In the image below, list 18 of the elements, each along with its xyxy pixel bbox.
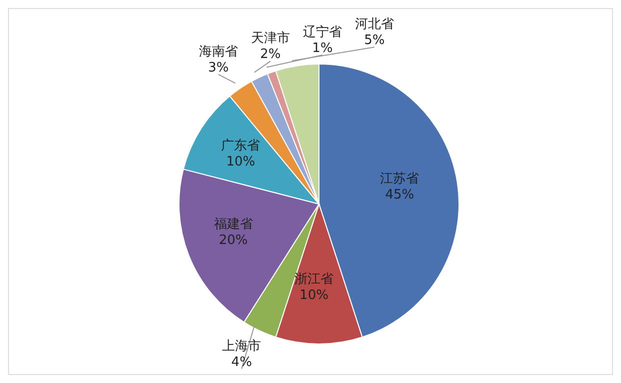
data-label: 10% bbox=[300, 288, 328, 303]
data-label: 5% bbox=[364, 33, 385, 48]
data-label: 20% bbox=[218, 232, 248, 248]
slice-label: 辽宁省 bbox=[302, 24, 342, 40]
slice-label: 上海市 bbox=[222, 338, 262, 354]
data-label: 10% bbox=[226, 154, 256, 170]
slice-label: 海南省 bbox=[198, 44, 238, 60]
slice-label: 浙江省 bbox=[294, 272, 334, 287]
slice-label: 天津市 bbox=[250, 31, 290, 46]
slice-label: 广东省 bbox=[221, 138, 260, 154]
data-label: 2% bbox=[260, 47, 281, 62]
data-label: 45% bbox=[385, 187, 414, 202]
slice-label: 河北省 bbox=[354, 17, 394, 32]
slice-label: 江苏省 bbox=[380, 171, 420, 186]
data-label: 3% bbox=[208, 60, 229, 76]
slice-label: 福建省 bbox=[214, 216, 253, 232]
data-label: 1% bbox=[312, 41, 333, 56]
data-label: 4% bbox=[231, 354, 252, 370]
